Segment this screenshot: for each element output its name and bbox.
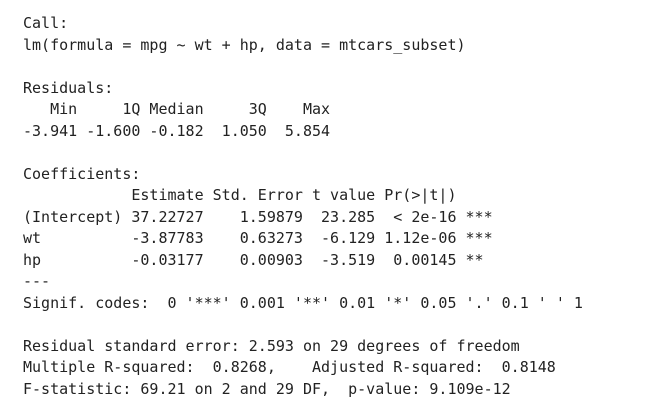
coefficients-header: Estimate Std. Error t value Pr(>|t|) — [23, 186, 493, 204]
coefficients-label: Coefficients: — [23, 164, 141, 183]
residual-standard-error: Residual standard error: 2.593 on 29 deg… — [23, 336, 520, 355]
call-label: Call: — [23, 14, 69, 32]
r-squared-line: Multiple R-squared: 0.8268, Adjusted R-s… — [23, 358, 565, 376]
coefficient-row-hp: hp -0.03177 0.00903 -3.519 0.00145 ** — [23, 250, 493, 269]
residuals-values: -3.941 -1.600 -0.182 1.050 5.854 — [23, 121, 340, 140]
signif-codes: Signif. codes: 0 '***' 0.001 '**' 0.01 '… — [23, 293, 583, 312]
blank-line — [23, 56, 657, 78]
residuals-label: Residuals: — [23, 78, 114, 97]
blank-line — [23, 142, 657, 164]
call-formula: lm(formula = mpg ~ wt + hp, data = mtcar… — [23, 35, 466, 54]
coefficients-separator: --- — [23, 272, 51, 290]
residuals-header: Min 1Q Median 3Q Max — [23, 100, 340, 118]
blank-line — [23, 314, 657, 336]
coefficient-row-intercept: (Intercept) 37.22727 1.59879 23.285 < 2e… — [23, 207, 493, 226]
f-statistic-line: F-statistic: 69.21 on 2 and 29 DF, p-val… — [23, 379, 511, 398]
coefficient-row-wt: wt -3.87783 0.63273 -6.129 1.12e-06 *** — [23, 229, 493, 247]
